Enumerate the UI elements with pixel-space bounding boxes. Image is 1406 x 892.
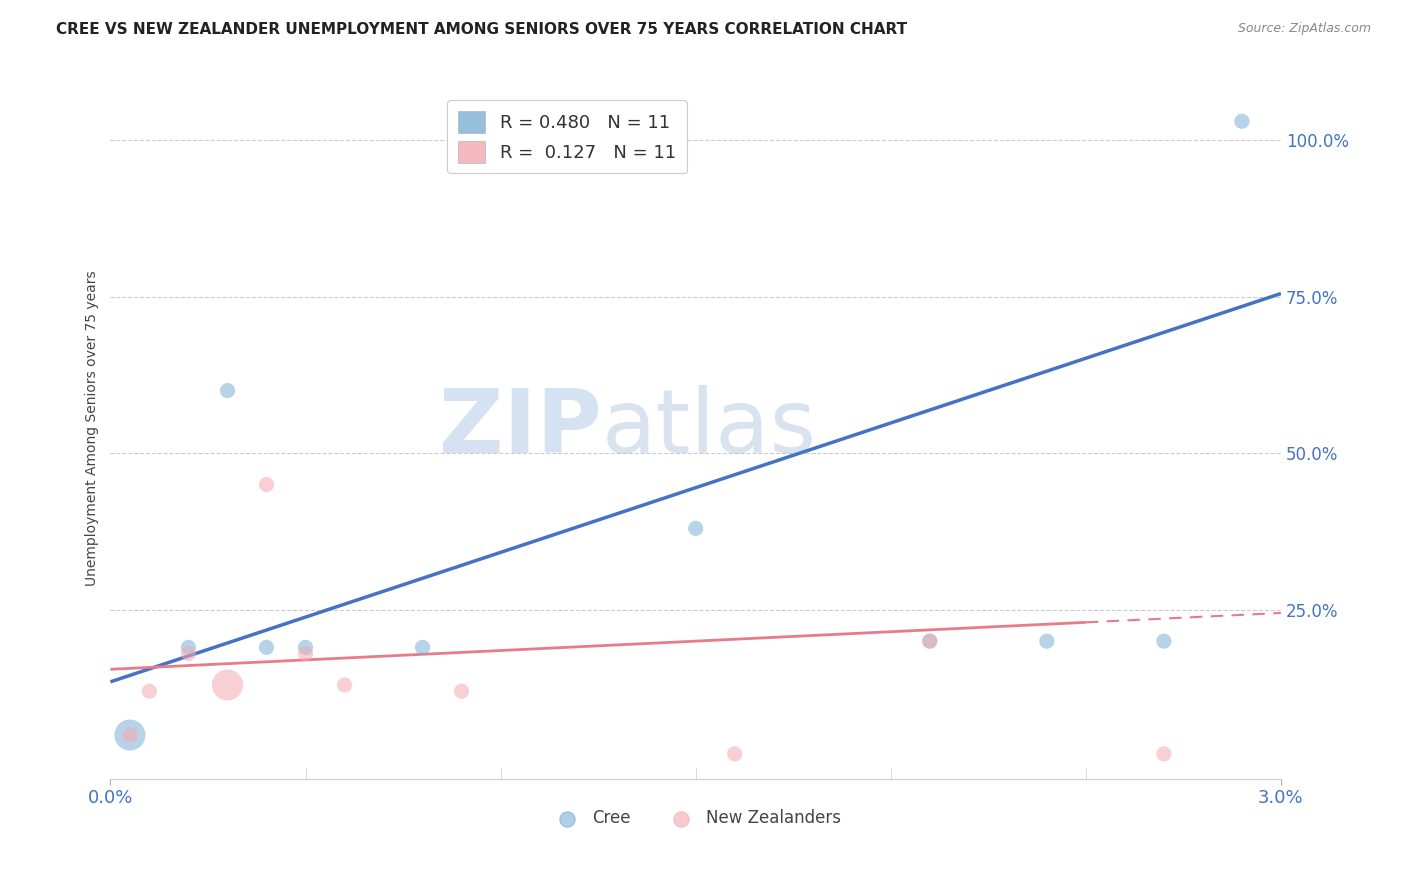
- Y-axis label: Unemployment Among Seniors over 75 years: Unemployment Among Seniors over 75 years: [86, 270, 100, 586]
- Text: ZIP: ZIP: [439, 384, 602, 472]
- Point: [256, 640, 278, 655]
- Point: [918, 634, 941, 648]
- Point: [138, 684, 160, 698]
- Point: [294, 647, 316, 661]
- Point: [118, 728, 141, 742]
- Point: [918, 634, 941, 648]
- Point: [256, 477, 278, 491]
- Point: [724, 747, 747, 761]
- Point: [1230, 114, 1253, 128]
- Legend: Cree, New Zealanders: Cree, New Zealanders: [544, 803, 848, 834]
- Text: Source: ZipAtlas.com: Source: ZipAtlas.com: [1237, 22, 1371, 36]
- Point: [1153, 747, 1175, 761]
- Point: [177, 647, 200, 661]
- Point: [412, 640, 434, 655]
- Point: [333, 678, 356, 692]
- Point: [177, 640, 200, 655]
- Text: atlas: atlas: [602, 384, 817, 472]
- Point: [217, 678, 239, 692]
- Point: [118, 728, 141, 742]
- Point: [450, 684, 472, 698]
- Text: CREE VS NEW ZEALANDER UNEMPLOYMENT AMONG SENIORS OVER 75 YEARS CORRELATION CHART: CREE VS NEW ZEALANDER UNEMPLOYMENT AMONG…: [56, 22, 907, 37]
- Point: [294, 640, 316, 655]
- Point: [685, 521, 707, 535]
- Point: [1153, 634, 1175, 648]
- Point: [1036, 634, 1059, 648]
- Point: [217, 384, 239, 398]
